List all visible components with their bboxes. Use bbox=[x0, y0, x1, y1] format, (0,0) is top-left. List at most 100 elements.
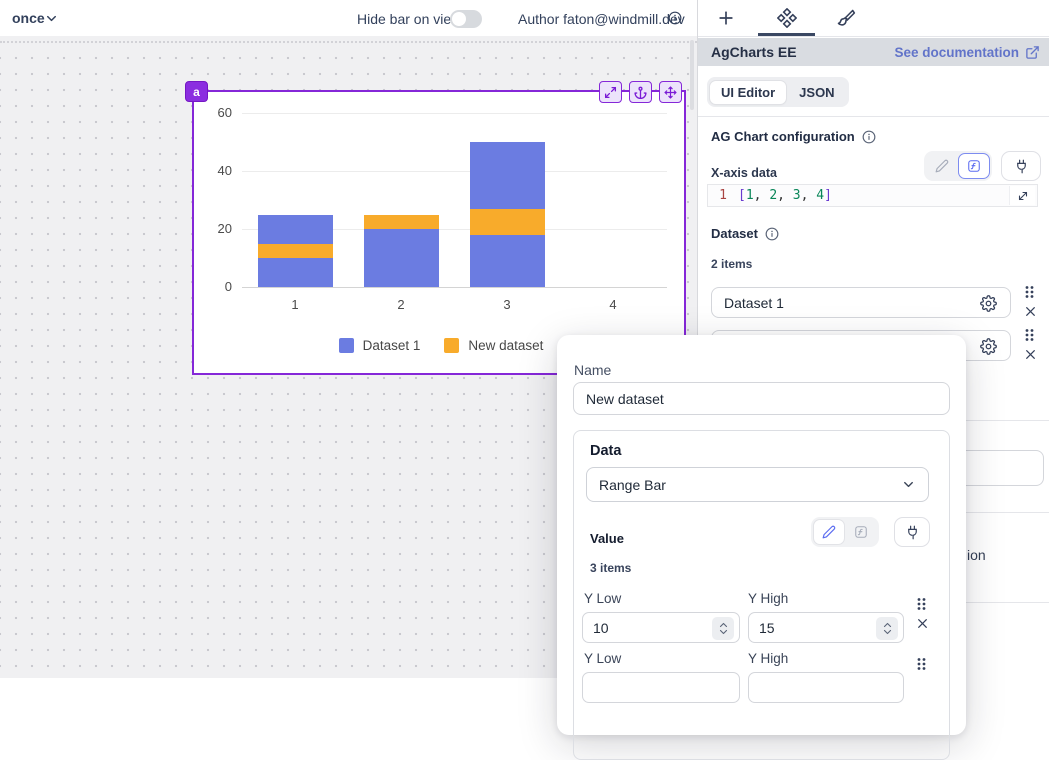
dataset-2-remove-icon[interactable] bbox=[1023, 347, 1037, 361]
name-label: Name bbox=[574, 362, 612, 378]
chart-gridline bbox=[242, 171, 667, 172]
y-high-input[interactable]: 15 bbox=[748, 612, 904, 643]
code-token: [ bbox=[738, 188, 746, 203]
anchor-component-button[interactable] bbox=[629, 81, 652, 103]
value-row-drag-handle[interactable] bbox=[915, 657, 929, 671]
info-icon bbox=[862, 130, 876, 143]
connect-data-plug-button[interactable] bbox=[1001, 151, 1041, 181]
x-axis-tick-label: 3 bbox=[503, 297, 511, 312]
dataset-1-remove-icon[interactable] bbox=[1023, 304, 1037, 318]
y-low-input[interactable]: 10 bbox=[582, 612, 740, 643]
data-label: Data bbox=[590, 443, 622, 459]
divider bbox=[698, 36, 1049, 37]
dataset-2-settings-gear-icon[interactable] bbox=[978, 336, 998, 356]
external-link-icon bbox=[1026, 45, 1039, 59]
expand-editor-icon[interactable] bbox=[1009, 186, 1035, 205]
x-axis-tick-label: 2 bbox=[397, 297, 405, 312]
config-section-title: AG Chart configuration bbox=[711, 129, 876, 144]
number-stepper[interactable] bbox=[712, 617, 734, 640]
active-tab-underline bbox=[758, 33, 815, 36]
xaxis-code-editor[interactable]: 1 [1, 2, 3, 4] bbox=[707, 184, 1038, 207]
move-component-button[interactable] bbox=[659, 81, 682, 103]
legend-label: New dataset bbox=[468, 338, 544, 353]
code-token: 3 bbox=[792, 188, 801, 203]
range-bar-segment bbox=[363, 214, 439, 229]
bar-segment bbox=[363, 229, 439, 287]
panel-title: AgCharts EE bbox=[711, 44, 797, 60]
xaxis-input-mode-segmented bbox=[924, 151, 992, 181]
truncated-section-label: ion bbox=[967, 547, 986, 563]
xaxis-data-label: X-axis data bbox=[711, 166, 778, 180]
code-token: , bbox=[753, 188, 770, 203]
line-number: 1 bbox=[719, 188, 727, 203]
value-count: 3 items bbox=[590, 561, 632, 575]
topbar: once Hide bar on view Author faton@windm… bbox=[0, 0, 697, 36]
dataset-settings-modal: Name Data Range Bar Value 3 items Y Low … bbox=[557, 335, 966, 760]
tab-ui-editor[interactable]: UI Editor bbox=[710, 80, 787, 104]
editor-mode-tabs: UI Editor JSON bbox=[707, 77, 849, 107]
dataset-1-settings-gear-icon[interactable] bbox=[978, 293, 998, 313]
dataset-name-input[interactable] bbox=[573, 382, 950, 415]
agcharts-component[interactable]: a 0 20 40 60 1 2 3 4 Dataset 1 New dataset bbox=[185, 81, 688, 375]
function-mode-icon[interactable] bbox=[958, 153, 990, 179]
chart-legend[interactable]: Dataset 1 New dataset bbox=[194, 338, 688, 353]
expand-component-button[interactable] bbox=[599, 81, 622, 103]
y-low-input[interactable] bbox=[582, 672, 740, 703]
value-row-drag-handle[interactable] bbox=[915, 597, 929, 611]
divider bbox=[698, 116, 1049, 117]
y-high-label: Y High bbox=[748, 651, 789, 666]
hide-bar-toggle[interactable] bbox=[450, 10, 482, 28]
tab-json[interactable]: JSON bbox=[799, 84, 835, 100]
value-input-mode-segmented bbox=[811, 517, 879, 547]
dataset-1-name-input[interactable] bbox=[711, 287, 1011, 318]
component-settings-tab[interactable] bbox=[776, 7, 798, 33]
static-pencil-icon[interactable] bbox=[813, 519, 845, 545]
code-token: 1 bbox=[745, 188, 754, 203]
connect-data-plug-button[interactable] bbox=[894, 517, 930, 547]
chart-gridline bbox=[242, 287, 667, 288]
data-config-box: Data Range Bar Value 3 items Y Low Y Hig… bbox=[573, 430, 950, 760]
code-token: , bbox=[800, 188, 817, 203]
chart-gridline bbox=[242, 113, 667, 114]
info-icon[interactable] bbox=[668, 11, 682, 30]
range-bar-segment bbox=[469, 208, 545, 235]
code-token: 2 bbox=[769, 188, 778, 203]
code-line: [1, 2, 3, 4] bbox=[738, 188, 832, 203]
panel-header: AgCharts EE See documentation bbox=[698, 38, 1049, 66]
add-component-tab[interactable] bbox=[716, 8, 736, 33]
static-pencil-icon[interactable] bbox=[926, 153, 958, 179]
schedule-mode-label[interactable]: once bbox=[12, 10, 45, 26]
y-low-label: Y Low bbox=[584, 651, 622, 666]
y-axis-tick-label: 0 bbox=[224, 279, 232, 294]
code-token: ] bbox=[824, 188, 832, 203]
code-token: 4 bbox=[816, 188, 825, 203]
value-label: Value bbox=[590, 531, 624, 546]
value-row-remove-icon[interactable] bbox=[915, 616, 929, 630]
dataset-section-title: Dataset bbox=[711, 226, 779, 241]
number-stepper[interactable] bbox=[876, 617, 898, 640]
y-high-input[interactable] bbox=[748, 672, 904, 703]
range-bar-segment bbox=[257, 243, 333, 258]
function-mode-icon[interactable] bbox=[845, 519, 877, 545]
data-type-select[interactable]: Range Bar bbox=[586, 467, 929, 502]
scrollbar-thumb[interactable] bbox=[690, 40, 694, 110]
chevron-down-icon bbox=[904, 481, 913, 488]
dataset-count: 2 items bbox=[711, 257, 753, 271]
dataset-2-drag-handle[interactable] bbox=[1023, 328, 1037, 342]
hide-bar-label: Hide bar on view bbox=[357, 11, 462, 27]
legend-item[interactable]: New dataset bbox=[444, 338, 543, 353]
component-id-badge[interactable]: a bbox=[185, 81, 208, 102]
y-axis-tick-label: 20 bbox=[217, 221, 232, 236]
y-axis-tick-label: 40 bbox=[217, 163, 232, 178]
chevron-down-icon[interactable] bbox=[44, 11, 59, 31]
legend-swatch bbox=[444, 338, 460, 353]
legend-item[interactable]: Dataset 1 bbox=[338, 338, 420, 353]
y-axis-tick-label: 60 bbox=[217, 105, 232, 120]
see-documentation-link[interactable]: See documentation bbox=[894, 45, 1040, 60]
info-icon bbox=[765, 227, 779, 240]
dataset-1-drag-handle[interactable] bbox=[1023, 285, 1037, 299]
author-label: Author faton@windmill.dev bbox=[518, 11, 685, 27]
x-axis-tick-label: 4 bbox=[609, 297, 617, 312]
y-low-label: Y Low bbox=[584, 591, 622, 606]
styling-brush-tab[interactable] bbox=[836, 8, 856, 33]
